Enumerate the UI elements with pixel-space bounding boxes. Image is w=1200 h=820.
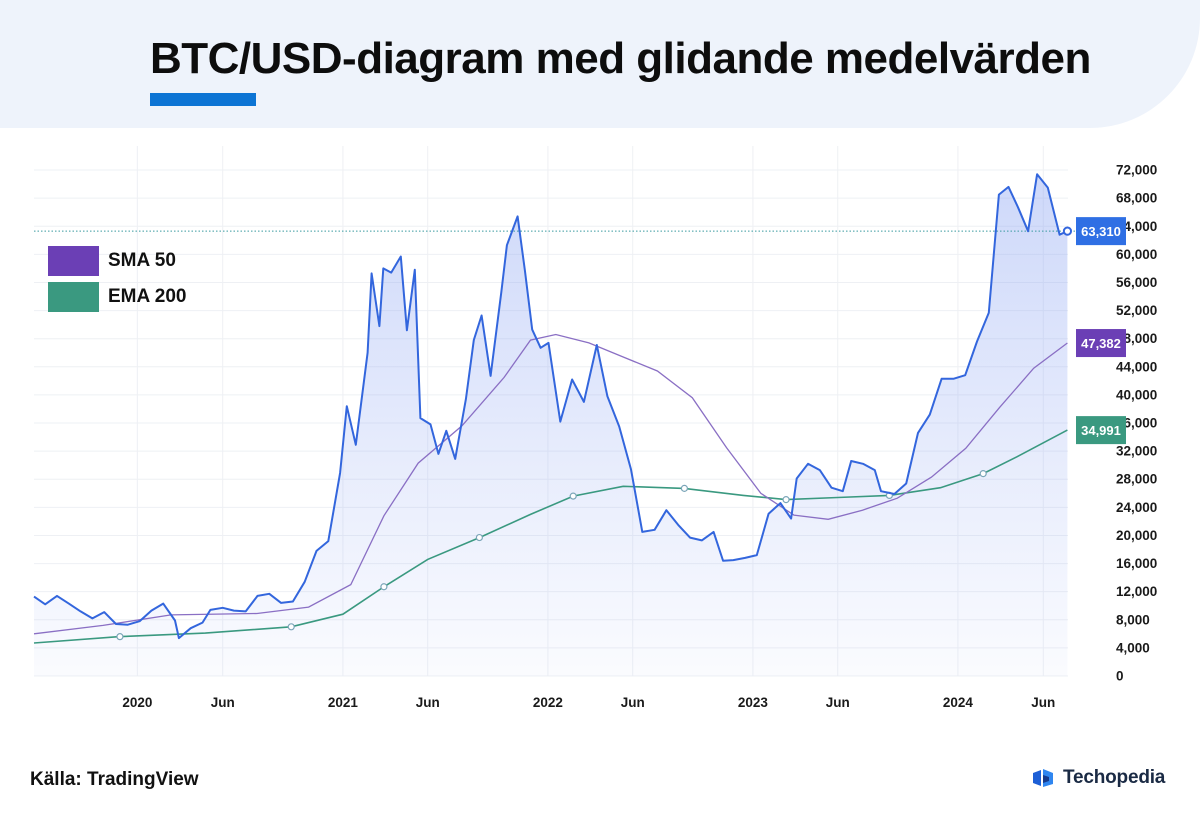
ema-marker [287,623,295,631]
price-chart: 0 4,000 8,000 12,000 16,000 20,000 24,000 28,00… [33,146,1157,710]
ema-marker [569,492,577,500]
x-tick-label: 2022 [533,695,563,710]
x-tick-label: Jun [1031,695,1055,710]
ema-200-value-badge: 34,991 [1081,423,1121,438]
legend-item-ema-200: EMA 200 [48,282,187,312]
techopedia-logo-icon [1033,769,1053,787]
price-value-badge-bg [1076,217,1126,246]
y-tick-label: 16,000 [1116,556,1157,571]
legend-item-sma-50: SMA 50 [48,246,187,276]
y-tick-label: 20,000 [1116,528,1157,543]
y-tick-label: 56,000 [1116,275,1157,290]
value-badges: 63,310 47,382 34,991 [1076,217,1126,445]
legend-swatch-ema-200 [48,282,99,312]
y-tick-label: 52,000 [1116,303,1157,318]
y-tick-label: 72,000 [1116,163,1157,178]
y-tick-label: 64,000 [1116,219,1157,234]
legend-label-sma-50: SMA 50 [108,250,176,271]
page-title: BTC/USD-diagram med glidande medelvärden [150,34,1091,83]
ema-marker [475,533,483,542]
sma-50-line [33,333,1068,635]
price-end-marker [1062,226,1073,236]
sma-50-value-badge: 47,382 [1081,336,1121,351]
x-tick-label: 2023 [738,695,769,710]
ema-200-line [33,429,1068,644]
y-tick-label: 60,000 [1116,247,1157,262]
y-tick-label: 68,000 [1116,191,1157,206]
brand-name: Techopedia [1063,767,1166,788]
x-axis: 2020 Jun 2021 Jun 2022 Jun 2023 Jun 2024 Jun [122,695,1055,710]
x-tick-label: 2021 [328,695,359,710]
y-tick-label: 40,000 [1116,387,1157,402]
y-tick-label: 4,000 [1116,640,1150,655]
x-tick-label: Jun [211,695,235,710]
y-tick-label: 36,000 [1116,416,1157,431]
brand[interactable]: Techopedia [1031,766,1165,790]
y-axis: 0 4,000 8,000 12,000 16,000 20,000 24,000 28,00… [1116,163,1157,684]
title-accent-bar [150,93,256,106]
price-value-badge: 63,310 [1081,224,1121,239]
price-line [33,173,1068,640]
legend: SMA 50 EMA 200 [48,246,187,318]
ema-marker [116,633,124,641]
price-area [34,174,1068,677]
source-credit: Källa: TradingView [30,769,199,790]
ema-marker [782,496,790,504]
ema-marker [680,484,688,492]
x-tick-label: Jun [621,695,645,710]
y-tick-label: 32,000 [1116,444,1157,459]
y-tick-label: 24,000 [1116,500,1157,515]
x-tick-label: Jun [826,695,850,710]
header-band [0,0,1200,128]
ema-200-value-badge-bg [1076,416,1126,445]
y-tick-label: 8,000 [1116,612,1150,627]
y-tick-label: 0 [1116,669,1124,684]
y-tick-label: 28,000 [1116,472,1157,487]
x-tick-label: Jun [416,695,440,710]
y-tick-label: 44,000 [1116,359,1157,374]
sma-50-value-badge-bg [1076,329,1126,358]
x-tick-label: 2024 [943,695,974,710]
ema-marker [380,583,388,591]
ema-marker [979,470,987,478]
x-tick-label: 2020 [122,695,152,710]
y-tick-label: 48,000 [1116,331,1157,346]
legend-label-ema-200: EMA 200 [108,286,187,307]
y-tick-label: 12,000 [1116,584,1157,599]
legend-swatch-sma-50 [48,246,99,276]
